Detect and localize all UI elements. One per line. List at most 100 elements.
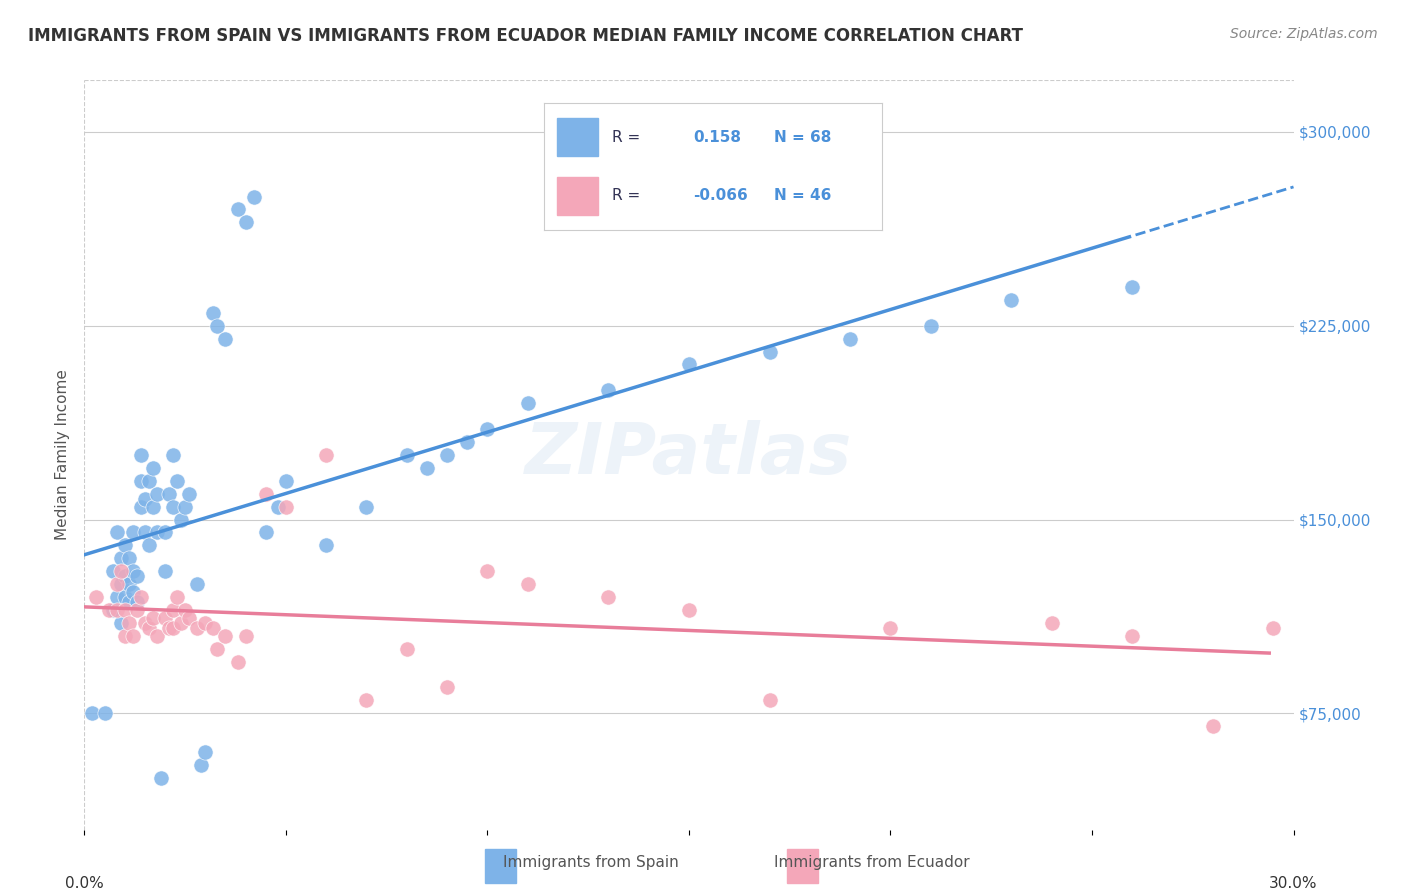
Point <box>125 603 148 617</box>
Bar <box>787 849 818 883</box>
Point <box>179 610 201 624</box>
Point <box>186 577 208 591</box>
Point <box>678 358 700 372</box>
Point <box>121 525 143 540</box>
Point <box>162 500 184 514</box>
Point <box>516 577 538 591</box>
Point <box>114 538 136 552</box>
Point <box>153 564 176 578</box>
Point <box>598 590 620 604</box>
Text: 0.0%: 0.0% <box>65 876 104 891</box>
Point <box>235 215 257 229</box>
Point <box>121 629 143 643</box>
Point <box>146 486 169 500</box>
Point <box>118 577 141 591</box>
Point <box>105 603 128 617</box>
Point <box>207 641 229 656</box>
Text: Immigrants from Spain: Immigrants from Spain <box>503 855 678 870</box>
Text: ZIPatlas: ZIPatlas <box>526 420 852 490</box>
Point <box>110 564 132 578</box>
Point <box>395 448 418 462</box>
Point <box>356 693 378 707</box>
Point <box>436 681 458 695</box>
Point <box>194 745 217 759</box>
Point <box>1040 615 1063 630</box>
Point <box>598 384 620 398</box>
Point <box>129 448 152 462</box>
Point <box>125 569 148 583</box>
Point <box>121 585 143 599</box>
Point <box>315 538 337 552</box>
Point <box>758 693 780 707</box>
Bar <box>485 849 516 883</box>
Point <box>110 551 132 566</box>
Text: Immigrants from Ecuador: Immigrants from Ecuador <box>773 855 970 870</box>
Point <box>166 474 188 488</box>
Point <box>226 202 249 217</box>
Point <box>134 491 156 506</box>
Point <box>105 590 128 604</box>
Point <box>118 551 141 566</box>
Point <box>101 603 124 617</box>
Point <box>121 564 143 578</box>
Point <box>129 500 152 514</box>
Point <box>1121 280 1143 294</box>
Point <box>146 629 169 643</box>
Point <box>134 615 156 630</box>
Text: 30.0%: 30.0% <box>1270 876 1317 891</box>
Point <box>758 344 780 359</box>
Point <box>226 655 249 669</box>
Point <box>678 603 700 617</box>
Point <box>153 610 176 624</box>
Point <box>82 706 104 721</box>
Point <box>1000 293 1022 307</box>
Point <box>114 603 136 617</box>
Point <box>97 603 120 617</box>
Point <box>170 615 193 630</box>
Point <box>166 590 188 604</box>
Point <box>162 448 184 462</box>
Point <box>315 448 337 462</box>
Point <box>202 306 225 320</box>
Point <box>153 525 176 540</box>
Point <box>242 189 264 203</box>
Point <box>138 621 160 635</box>
Point <box>162 621 184 635</box>
Point <box>274 474 297 488</box>
Point <box>129 474 152 488</box>
Point <box>1263 621 1285 635</box>
Y-axis label: Median Family Income: Median Family Income <box>55 369 70 541</box>
Point <box>214 629 236 643</box>
Point <box>114 569 136 583</box>
Point <box>254 486 277 500</box>
Point <box>101 564 124 578</box>
Point <box>174 603 197 617</box>
Point <box>179 486 201 500</box>
Point <box>416 460 439 475</box>
Point <box>93 706 115 721</box>
Point <box>356 500 378 514</box>
Point <box>129 590 152 604</box>
Point <box>477 422 499 436</box>
Point <box>170 512 193 526</box>
Point <box>105 525 128 540</box>
Point <box>125 595 148 609</box>
Point <box>274 500 297 514</box>
Text: Source: ZipAtlas.com: Source: ZipAtlas.com <box>1230 27 1378 41</box>
Point <box>477 564 499 578</box>
Point <box>146 525 169 540</box>
Point <box>235 629 257 643</box>
Point <box>105 577 128 591</box>
Point <box>202 621 225 635</box>
Point <box>118 595 141 609</box>
Point <box>254 525 277 540</box>
Point <box>134 525 156 540</box>
Point <box>157 621 180 635</box>
Point <box>138 474 160 488</box>
Text: IMMIGRANTS FROM SPAIN VS IMMIGRANTS FROM ECUADOR MEDIAN FAMILY INCOME CORRELATIO: IMMIGRANTS FROM SPAIN VS IMMIGRANTS FROM… <box>28 27 1024 45</box>
Point <box>516 396 538 410</box>
Point <box>110 615 132 630</box>
Point <box>186 621 208 635</box>
Point <box>86 590 108 604</box>
Point <box>839 332 862 346</box>
